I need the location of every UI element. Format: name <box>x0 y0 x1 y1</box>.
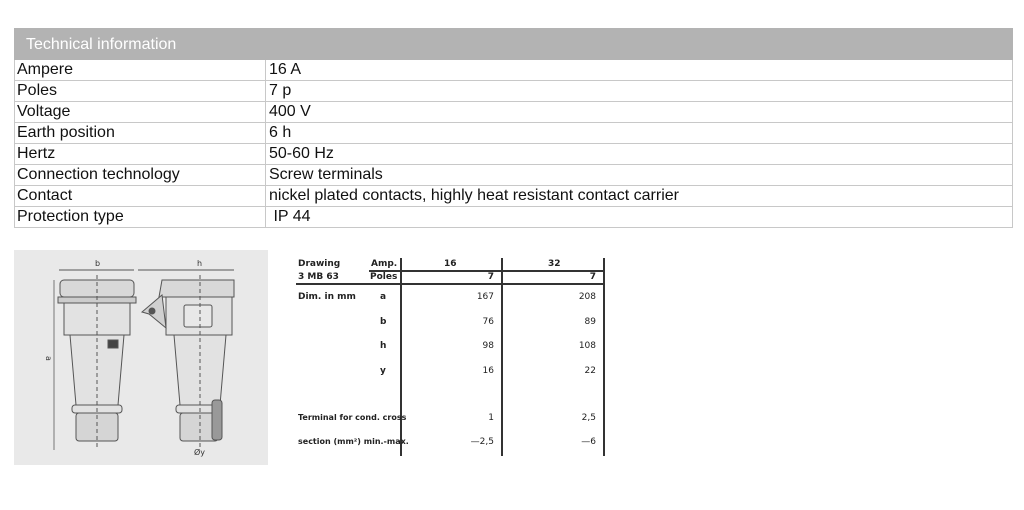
row-value: IP 44 <box>269 208 311 225</box>
row-value: nickel plated contacts, highly heat resi… <box>269 187 679 204</box>
dim-value-32: 22 <box>584 365 596 376</box>
product-drawing: b h a Øy <box>14 250 268 465</box>
poles-32: 7 <box>589 272 596 282</box>
table-row: Contact nickel plated contacts, highly he… <box>14 186 1013 207</box>
dimension-label-a: a <box>44 356 53 361</box>
poles-label: Poles <box>370 272 398 282</box>
dim-label: Dim. in mm <box>298 292 356 302</box>
row-label: Connection technology <box>15 165 266 185</box>
socket-drawing-image: b h a Øy <box>44 259 235 457</box>
dim-value-32: 89 <box>584 316 596 327</box>
table-row: Connection technology Screw terminals <box>14 165 1013 186</box>
terminal-min-16: 1 <box>488 413 494 423</box>
table-row: Protection type IP 44 <box>14 207 1013 228</box>
table-header: Technical information <box>14 28 1013 60</box>
table-row: Hertz 50-60 Hz <box>14 144 1013 165</box>
terminal-max-16: —2,5 <box>470 437 494 447</box>
row-label: Earth position <box>15 123 266 143</box>
table-row: Voltage 400 V <box>14 102 1013 123</box>
row-value: 16 A <box>269 61 302 78</box>
dim-value-16: 167 <box>476 292 494 302</box>
table-row: Earth position 6 h <box>14 123 1013 144</box>
dim-key: b <box>380 316 387 327</box>
terminal-max-32: —6 <box>581 437 596 447</box>
drawing-label: Drawing <box>298 259 341 269</box>
row-label: Hertz <box>15 144 266 164</box>
row-label: Voltage <box>15 102 266 122</box>
row-value: 50-60 Hz <box>269 145 334 162</box>
amp-16: 16 <box>444 259 457 269</box>
dimensions-table: Drawing 3 MB 63 Amp. Poles 16 32 7 7 Dim… <box>296 258 606 456</box>
amp-32: 32 <box>548 259 561 269</box>
dim-value-32: 208 <box>578 292 596 302</box>
row-label: Ampere <box>15 60 266 80</box>
dim-key: y <box>380 365 386 376</box>
row-value: Screw terminals <box>269 166 383 183</box>
row-value: 6 h <box>269 124 292 141</box>
amp-label: Amp. <box>371 259 398 269</box>
dim-value-16: 76 <box>482 316 494 327</box>
row-label: Contact <box>15 186 266 206</box>
row-value: 7 p <box>269 82 292 99</box>
terminal-label-1: Terminal for cond. cross <box>298 413 407 422</box>
dim-value-16: 98 <box>482 341 494 351</box>
row-value: 400 V <box>269 103 311 120</box>
dim-key: h <box>380 341 387 351</box>
dim-key: a <box>380 292 387 302</box>
poles-16: 7 <box>487 272 494 282</box>
technical-information-table: Technical information Ampere 16 A Poles 7 p… <box>14 28 1013 228</box>
terminal-min-32: 2,5 <box>581 413 596 423</box>
terminal-label-2: section (mm²) min.-max. <box>298 437 409 446</box>
dim-value-32: 108 <box>578 341 596 351</box>
dimension-label-h: h <box>197 259 202 268</box>
model-label: 3 MB 63 <box>298 272 339 282</box>
dimension-label-y: Øy <box>194 447 205 457</box>
row-label: Poles <box>15 81 266 101</box>
table-row: Poles 7 p <box>14 81 1013 102</box>
dim-value-16: 16 <box>482 365 494 376</box>
table-row: Ampere 16 A <box>14 60 1013 81</box>
dimension-label-b: b <box>95 259 100 268</box>
row-label: Protection type <box>15 207 266 227</box>
